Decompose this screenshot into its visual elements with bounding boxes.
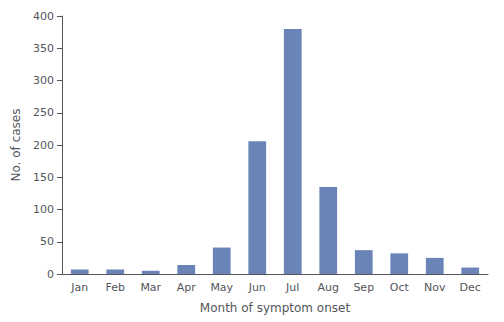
svg-text:Jun: Jun xyxy=(248,281,266,294)
svg-text:Sep: Sep xyxy=(353,281,374,294)
svg-text:Feb: Feb xyxy=(106,281,125,294)
svg-text:300: 300 xyxy=(33,74,54,87)
svg-text:150: 150 xyxy=(33,171,54,184)
svg-text:50: 50 xyxy=(40,235,54,248)
svg-text:Dec: Dec xyxy=(460,281,481,294)
svg-text:Apr: Apr xyxy=(177,281,197,294)
svg-text:Nov: Nov xyxy=(424,281,446,294)
svg-text:Month of symptom onset: Month of symptom onset xyxy=(200,301,351,315)
svg-text:Jul: Jul xyxy=(285,281,299,294)
svg-text:No. of cases: No. of cases xyxy=(9,109,23,182)
svg-text:Mar: Mar xyxy=(140,281,161,294)
svg-text:350: 350 xyxy=(33,42,54,55)
svg-text:0: 0 xyxy=(47,268,54,281)
svg-text:200: 200 xyxy=(33,139,54,152)
svg-text:Oct: Oct xyxy=(390,281,410,294)
svg-text:Aug: Aug xyxy=(318,281,339,294)
svg-text:400: 400 xyxy=(33,10,54,23)
svg-text:Jan: Jan xyxy=(70,281,88,294)
svg-text:250: 250 xyxy=(33,106,54,119)
svg-text:100: 100 xyxy=(33,203,54,216)
svg-text:May: May xyxy=(210,281,233,294)
